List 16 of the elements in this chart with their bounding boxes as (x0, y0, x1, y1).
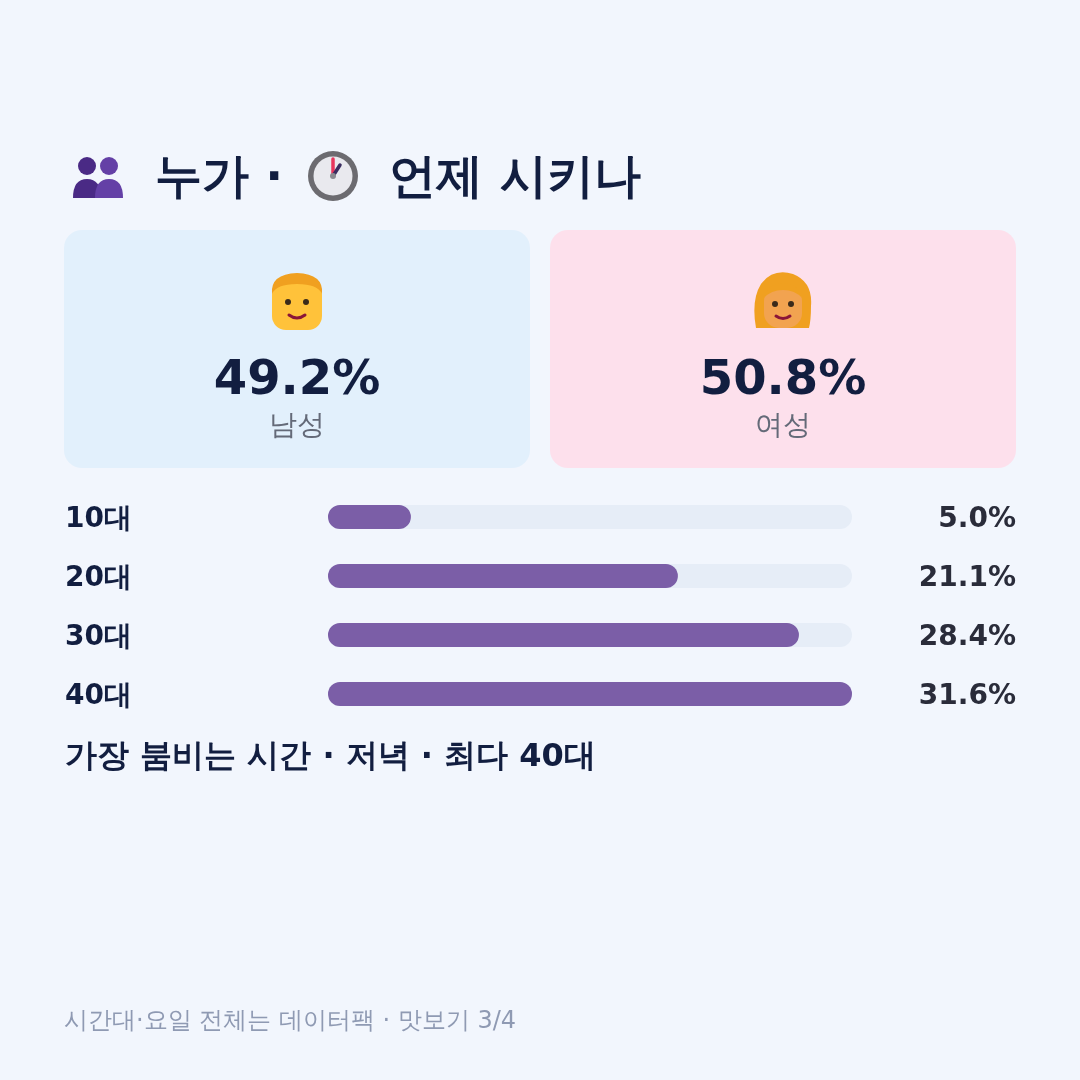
data-label: 28.4% (918, 618, 1016, 652)
text: 49.2% (212, 349, 382, 405)
bar (328, 505, 411, 529)
text: 50.8% (698, 349, 868, 405)
y-tick-label: 40대 (65, 677, 132, 711)
data-label: 21.1% (918, 559, 1016, 593)
data-label: 31.6% (918, 677, 1016, 711)
text: 여성 (754, 407, 812, 443)
text: 남성 (268, 407, 326, 443)
chart-title: 누가 · 언제 시키나 (155, 147, 641, 203)
data-label: 5.0% (938, 500, 1016, 534)
y-tick-label: 30대 (65, 618, 132, 652)
text: 시간대·요일 전체는 데이터팩 · 맛보기 3/4 (64, 1005, 517, 1036)
y-tick-label: 20대 (65, 559, 132, 593)
text: 가장 붐비는 시간 · 저녁 · 최다 40대 (65, 735, 596, 775)
y-tick-label: 10대 (65, 500, 132, 534)
